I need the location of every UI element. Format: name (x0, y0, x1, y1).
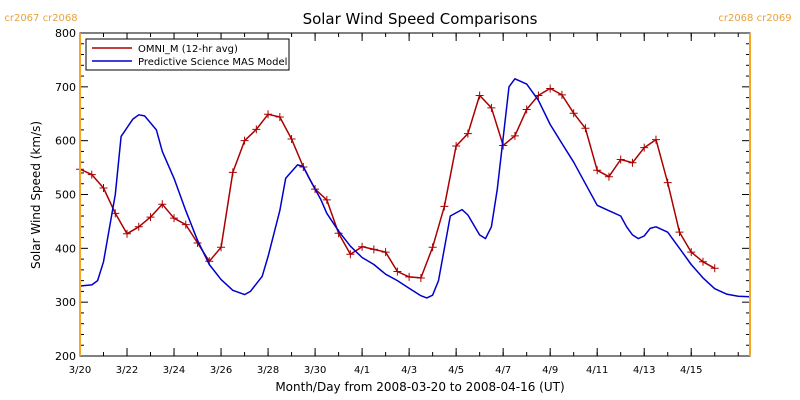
y-tick-label: 800 (55, 27, 76, 40)
x-axis: 3/20 3/22 3/24 3/26 3/28 3/30 4/1 4/3 4/5 4/7 4/9 4… (69, 33, 739, 376)
x-tick-label: 4/15 (680, 365, 702, 376)
x-tick-label: 4/11 (586, 365, 608, 376)
x-tick-label: 3/28 (257, 365, 279, 376)
omni-data-point (463, 129, 472, 138)
omni-data-point (393, 267, 402, 276)
chart-title: Solar Wind Speed Comparisons (303, 10, 538, 28)
y-tick-label: 700 (55, 81, 76, 94)
omni-data-point (557, 90, 566, 99)
x-tick-label: 4/13 (633, 365, 655, 376)
omni-data-point (604, 172, 613, 181)
omni-data-point (593, 166, 602, 175)
series-line-mas (79, 78, 751, 299)
x-tick-label: 4/1 (354, 365, 370, 376)
omni-data-point (569, 109, 578, 118)
omni-data-point (475, 91, 484, 100)
omni-data-point (170, 214, 179, 223)
x-tick-label: 3/24 (163, 365, 185, 376)
omni-data-point (440, 202, 449, 211)
carrington-label: cr2067 cr2068 (4, 13, 77, 24)
legend-box (85, 38, 290, 71)
omni-data-point (87, 170, 96, 179)
omni-data-point (146, 213, 155, 222)
omni-data-point (663, 178, 672, 187)
x-tick-label: 3/30 (304, 365, 326, 376)
omni-data-point (134, 222, 143, 231)
omni-data-point (240, 136, 249, 145)
x-tick-label: 4/9 (542, 365, 558, 376)
y-tick-label: 500 (55, 189, 76, 202)
omni-data-point (616, 155, 625, 164)
x-tick-label: 3/20 (69, 365, 91, 376)
omni-data-point (217, 243, 226, 252)
omni-data-point (428, 243, 437, 252)
x-tick-label: 4/5 (448, 365, 464, 376)
x-tick-label: 4/7 (495, 365, 511, 376)
series-layer (76, 78, 751, 299)
legend: OMNI_M (12-hr avg) Predictive Science MA… (85, 38, 290, 71)
omni-data-point (698, 257, 707, 266)
omni-data-point (358, 242, 367, 251)
omni-data-point (581, 124, 590, 133)
omni-data-point (510, 131, 519, 140)
y-tick-label: 400 (55, 242, 76, 255)
omni-data-point (687, 248, 696, 257)
y-axis-title: Solar Wind Speed (km/s) (29, 121, 43, 269)
omni-data-point (640, 143, 649, 152)
omni-data-point (405, 272, 414, 281)
y-tick-label: 600 (55, 135, 76, 148)
x-tick-label: 3/26 (210, 365, 232, 376)
omni-data-point (710, 264, 719, 273)
omni-data-point (369, 245, 378, 254)
omni-data-point (381, 248, 390, 257)
x-tick-label: 4/3 (401, 365, 417, 376)
omni-data-point (123, 229, 132, 238)
legend-label-mas: Predictive Science MAS Model (138, 57, 287, 68)
omni-data-point (264, 110, 273, 119)
omni-data-point (275, 112, 284, 121)
omni-data-point (675, 228, 684, 237)
omni-data-point (487, 103, 496, 112)
omni-data-point (452, 142, 461, 151)
omni-data-point (99, 184, 108, 193)
y-axis: 200 300 400 500 600 700 800 (55, 27, 750, 363)
omni-data-point (651, 135, 660, 144)
omni-data-point (346, 250, 355, 259)
legend-label-omni: OMNI_M (12-hr avg) (138, 44, 238, 55)
omni-data-point (416, 273, 425, 282)
omni-data-point (158, 200, 167, 209)
carrington-label: cr2068 cr2069 (718, 13, 791, 24)
carrington-lines (79, 33, 751, 356)
omni-data-point (546, 84, 555, 93)
omni-data-point (628, 158, 637, 167)
y-tick-label: 200 (55, 350, 76, 363)
y-tick-label: 300 (55, 296, 76, 309)
omni-data-point (181, 220, 190, 229)
carrington-labels: cr2067 cr2068 cr2068 cr2069 (4, 13, 791, 24)
omni-data-point (322, 195, 331, 204)
omni-data-point (522, 105, 531, 114)
omni-data-point (287, 135, 296, 144)
x-tick-label: 3/22 (116, 365, 138, 376)
omni-data-point (252, 125, 261, 134)
omni-data-point (228, 168, 237, 177)
x-axis-title: Month/Day from 2008-03-20 to 2008-04-16 … (275, 380, 564, 394)
